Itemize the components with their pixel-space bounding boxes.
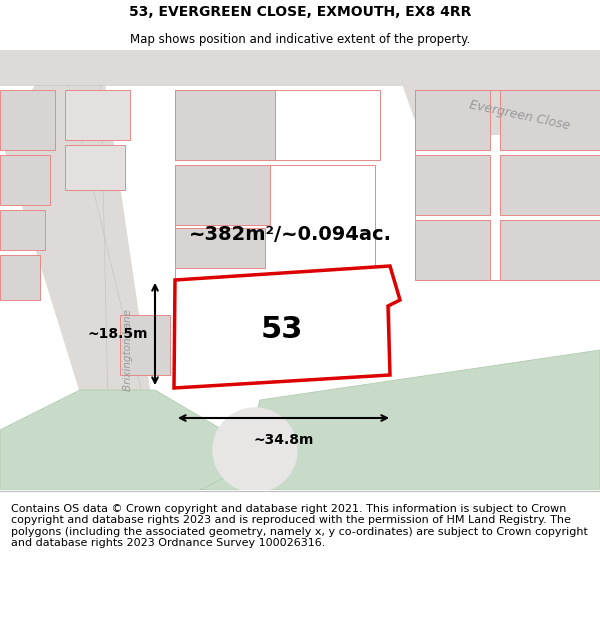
Text: ~18.5m: ~18.5m: [88, 327, 148, 341]
Polygon shape: [120, 315, 170, 375]
Text: Evergreen Close: Evergreen Close: [469, 98, 572, 132]
Polygon shape: [0, 90, 55, 150]
Polygon shape: [0, 50, 165, 490]
Polygon shape: [175, 228, 265, 268]
Polygon shape: [500, 220, 600, 280]
Polygon shape: [0, 155, 50, 205]
Polygon shape: [390, 50, 600, 135]
Text: 53: 53: [261, 316, 303, 344]
Polygon shape: [174, 266, 400, 388]
Polygon shape: [415, 90, 490, 150]
Polygon shape: [500, 155, 600, 215]
Polygon shape: [0, 210, 45, 250]
Text: Contains OS data © Crown copyright and database right 2021. This information is : Contains OS data © Crown copyright and d…: [11, 504, 587, 548]
Polygon shape: [175, 90, 275, 160]
Text: 53, EVERGREEN CLOSE, EXMOUTH, EX8 4RR: 53, EVERGREEN CLOSE, EXMOUTH, EX8 4RR: [129, 6, 471, 19]
Polygon shape: [175, 165, 270, 225]
Text: ~34.8m: ~34.8m: [253, 433, 314, 447]
Polygon shape: [500, 90, 600, 150]
Polygon shape: [0, 255, 40, 300]
Polygon shape: [65, 90, 130, 140]
Circle shape: [213, 408, 297, 492]
Polygon shape: [65, 145, 125, 190]
Text: ~382m²/~0.094ac.: ~382m²/~0.094ac.: [188, 226, 392, 244]
Polygon shape: [415, 220, 490, 280]
Text: Brixington Lane: Brixington Lane: [123, 309, 133, 391]
Polygon shape: [0, 390, 290, 490]
Polygon shape: [200, 350, 600, 490]
Polygon shape: [0, 50, 600, 85]
Text: Map shows position and indicative extent of the property.: Map shows position and indicative extent…: [130, 32, 470, 46]
Polygon shape: [415, 155, 490, 215]
